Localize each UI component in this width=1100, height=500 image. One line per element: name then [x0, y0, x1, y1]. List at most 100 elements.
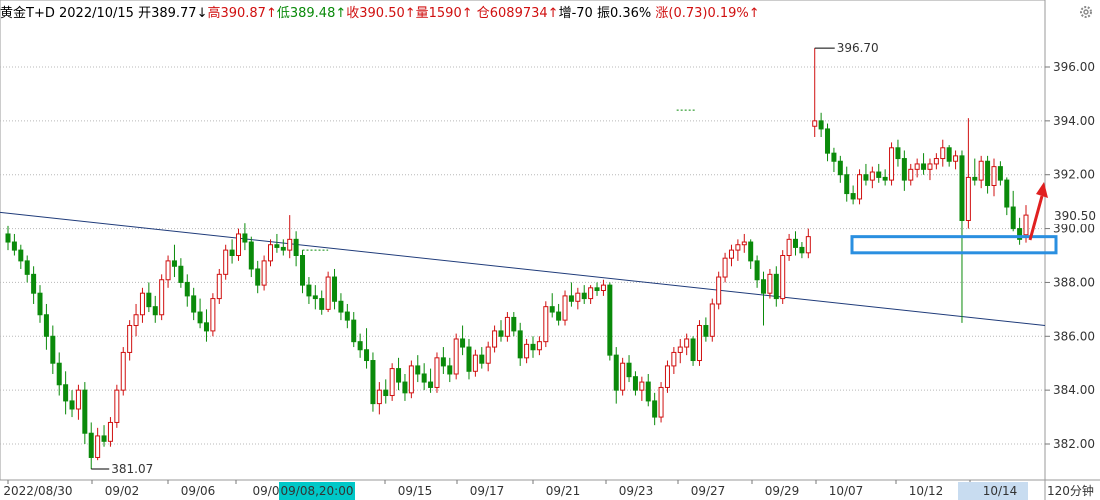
- x-highlight-bg: [958, 482, 1028, 500]
- candle-body: [210, 298, 216, 332]
- candle-body: [165, 260, 171, 281]
- x-tick-label: 09/0: [253, 484, 280, 498]
- y-tick-label: 384.00: [1053, 383, 1095, 397]
- candle-body: [18, 249, 24, 262]
- quote-header: 黄金T+D 2022/10/15 开389.77↓高390.87↑低389.48…: [0, 0, 1045, 28]
- candle-body: [139, 292, 145, 316]
- candle-body: [543, 306, 549, 343]
- candle-body: [370, 360, 376, 405]
- candle-body: [703, 325, 709, 337]
- candle-body: [985, 160, 991, 186]
- candle-body: [780, 255, 786, 300]
- candle-body: [748, 241, 754, 262]
- candle-body: [524, 343, 530, 359]
- candle-body: [504, 316, 510, 337]
- candle-body: [639, 381, 645, 391]
- high-price: 高390.87↑: [207, 6, 277, 21]
- candle-body: [255, 268, 261, 286]
- y-tick-label: 382.00: [1053, 437, 1095, 451]
- candle-body: [786, 238, 792, 256]
- open-price: 开389.77↓: [138, 6, 208, 21]
- candle-body: [799, 246, 805, 254]
- candle-body: [658, 386, 664, 418]
- y-tick-label: 386.00: [1053, 329, 1095, 343]
- x-tick-label: 10/07: [829, 484, 864, 498]
- y-tick-label: 392.00: [1053, 168, 1095, 182]
- candle-body: [268, 244, 274, 262]
- volume-value: 量1590↑: [415, 6, 473, 21]
- candle-body: [312, 295, 318, 300]
- support-zone-box[interactable]: [850, 235, 1058, 255]
- candle-body: [485, 346, 491, 364]
- candle-body: [581, 292, 587, 300]
- candle-body: [991, 166, 997, 186]
- candle-body: [408, 365, 414, 394]
- x-tick-label: 09/29: [765, 484, 800, 498]
- candle-body: [466, 346, 472, 372]
- candle-body: [434, 357, 440, 388]
- candle-body: [696, 325, 702, 362]
- candle-body: [946, 147, 952, 162]
- candle-body: [492, 330, 498, 348]
- candle-body: [805, 236, 811, 254]
- max-label: 396.70: [837, 41, 879, 55]
- x-tick-label: 09/17: [470, 484, 505, 498]
- amplitude-value: 振0.36%: [596, 6, 652, 21]
- candle-body: [31, 273, 37, 294]
- candle-body: [953, 155, 959, 162]
- candle-body: [191, 295, 197, 313]
- candle-body: [56, 362, 62, 386]
- open-interest: 仓6089734↑: [476, 6, 559, 21]
- candle-body: [235, 233, 241, 256]
- candle-body: [428, 381, 434, 388]
- candle-body: [940, 147, 946, 160]
- candle-body: [575, 292, 581, 302]
- candle-body: [280, 246, 286, 251]
- candle-body: [319, 298, 325, 310]
- candle-body: [1023, 214, 1029, 236]
- candle-body: [895, 147, 901, 160]
- candle-body: [844, 174, 850, 195]
- candle-body: [613, 354, 619, 391]
- candle-body: [152, 306, 158, 316]
- cursor-date-bg: [279, 482, 355, 500]
- candle-body: [530, 343, 536, 351]
- candle-body: [415, 365, 421, 375]
- candle-body: [82, 389, 88, 434]
- candle-body: [75, 389, 81, 410]
- candle-body: [863, 174, 869, 181]
- candle-body: [568, 295, 574, 302]
- candle-body: [261, 260, 267, 286]
- candle-body: [453, 338, 459, 375]
- candle-body: [626, 362, 632, 378]
- candle-body: [159, 279, 165, 316]
- candle-body: [825, 128, 831, 154]
- candle-body: [306, 284, 312, 297]
- candle-body: [344, 311, 350, 321]
- period-label[interactable]: 120分钟: [1047, 483, 1094, 498]
- candle-body: [600, 284, 606, 292]
- symbol-name: 黄金T+D: [0, 6, 55, 21]
- candle-body: [37, 292, 43, 316]
- candle-body: [293, 238, 299, 256]
- candle-body: [197, 311, 203, 324]
- last-price-label: 390.50: [1054, 209, 1096, 223]
- candle-body: [5, 233, 11, 243]
- candle-body: [216, 273, 222, 300]
- candle-body: [741, 241, 747, 246]
- candle-body: [831, 152, 837, 162]
- candle-body: [914, 163, 920, 170]
- gear-icon[interactable]: [1078, 4, 1094, 20]
- candle-body: [549, 306, 555, 313]
- candle-body: [767, 273, 773, 294]
- candle-body: [889, 147, 895, 181]
- candle-body: [773, 273, 779, 300]
- candle-body: [517, 330, 523, 359]
- candle-body: [716, 276, 722, 305]
- candle-body: [754, 260, 760, 281]
- candle-body: [88, 432, 94, 458]
- candle-body: [364, 349, 370, 362]
- trendline[interactable]: [0, 211, 1046, 327]
- candle-body: [332, 276, 338, 302]
